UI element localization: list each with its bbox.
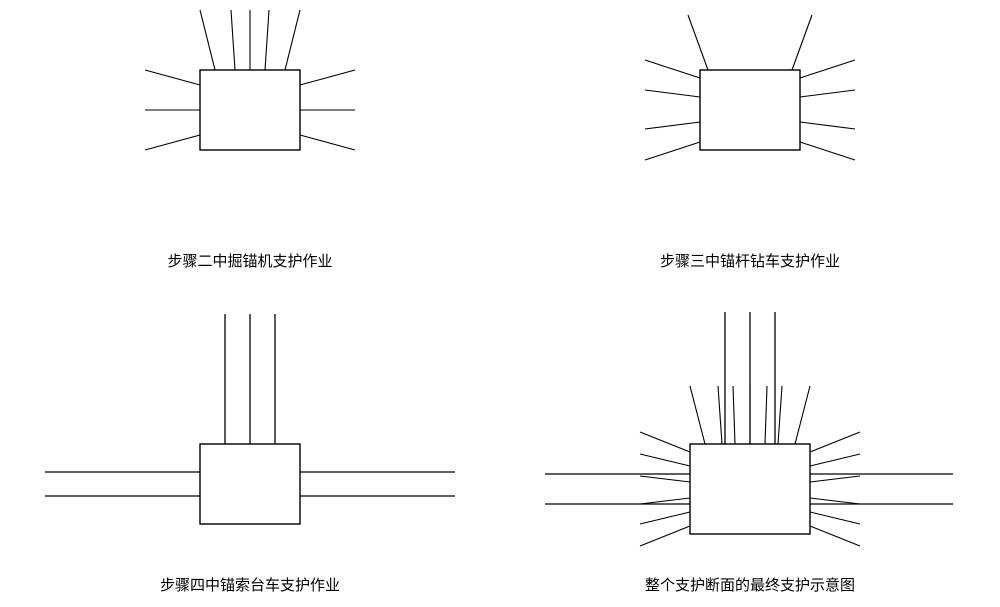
panel-step2: 步骤二中掘锚机支护作业 xyxy=(0,0,500,304)
panel-step3-plot xyxy=(580,0,920,240)
panel-step3-svg xyxy=(580,0,920,240)
panel-step2-svg xyxy=(80,0,420,240)
panel-step4-svg xyxy=(30,304,470,564)
panel-step4-caption: 步骤四中锚索台车支护作业 xyxy=(160,574,340,595)
panel-final: 整个支护断面的最终支护示意图 xyxy=(500,304,1000,607)
panel-step4: 步骤四中锚索台车支护作业 xyxy=(0,304,500,607)
panel-final-caption: 整个支护断面的最终支护示意图 xyxy=(645,574,855,595)
diagram-grid: 步骤二中掘锚机支护作业 步骤三中锚杆钻车支护作业 步骤四中锚索台车支护作业 整个… xyxy=(0,0,1000,607)
panel-step3-caption: 步骤三中锚杆钻车支护作业 xyxy=(660,250,840,271)
panel-final-svg xyxy=(530,304,970,564)
panel-step2-caption: 步骤二中掘锚机支护作业 xyxy=(167,250,332,271)
panel-step4-plot xyxy=(30,304,470,564)
panel-step2-plot xyxy=(80,0,420,240)
panel-final-plot xyxy=(530,304,970,564)
panel-step3: 步骤三中锚杆钻车支护作业 xyxy=(500,0,1000,304)
